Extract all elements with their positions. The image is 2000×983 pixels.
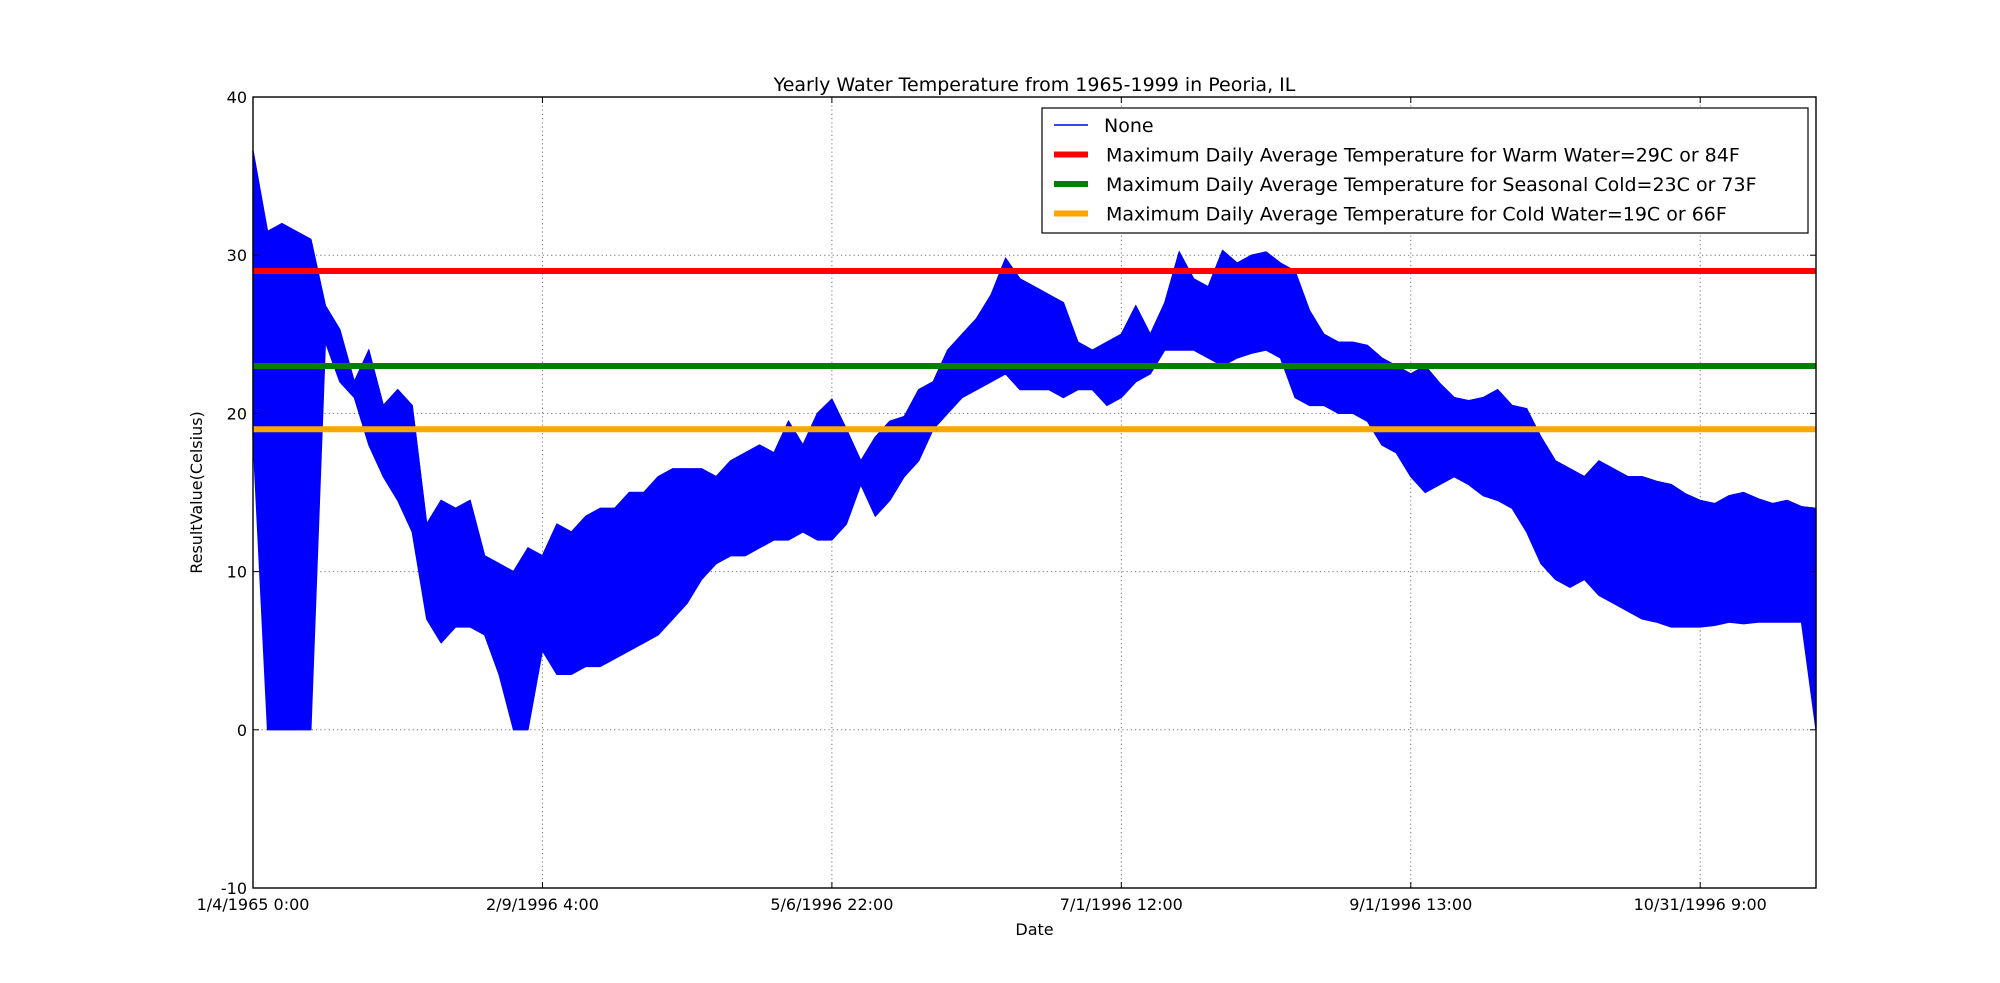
y-tick-label: -10 <box>221 879 247 898</box>
chart-title: Yearly Water Temperature from 1965-1999 … <box>773 74 1296 96</box>
series-line <box>252 150 1817 573</box>
y-tick-label: 20 <box>227 404 247 423</box>
axes-frame <box>252 96 1817 889</box>
legend-label: Maximum Daily Average Temperature for Se… <box>1106 174 1757 196</box>
x-tick-label: 7/1/1996 12:00 <box>1060 895 1183 914</box>
y-tick-label: 40 <box>227 88 247 107</box>
legend-label: Maximum Daily Average Temperature for Co… <box>1106 204 1727 226</box>
axes: -10 0 10 20 30 40 1/4/1965 0:00 2/9/1996 4:00 5/… <box>197 88 1816 914</box>
reference-lines <box>253 268 1816 433</box>
y-tick-label: 30 <box>227 246 247 265</box>
y-tick-label: 10 <box>227 563 247 582</box>
legend-box <box>1041 107 1809 234</box>
legend-label: Maximum Daily Average Temperature for Wa… <box>1106 145 1740 167</box>
legend-label: None <box>1104 115 1154 137</box>
y-tick-label: 0 <box>237 721 247 740</box>
x-tick-label: 10/31/1996 9:00 <box>1634 895 1767 914</box>
x-tick-label: 5/6/1996 22:00 <box>770 895 893 914</box>
x-tick-label: 9/1/1996 13:00 <box>1349 895 1472 914</box>
x-axis-label: Date <box>1015 920 1053 939</box>
x-tick-label: 1/4/1965 0:00 <box>197 895 310 914</box>
y-axis-label: ResultValue(Celsius) <box>187 411 206 574</box>
legend: None Maximum Daily Average Temperature fo… <box>1041 107 1809 234</box>
x-tick-label: 2/9/1996 4:00 <box>486 895 599 914</box>
